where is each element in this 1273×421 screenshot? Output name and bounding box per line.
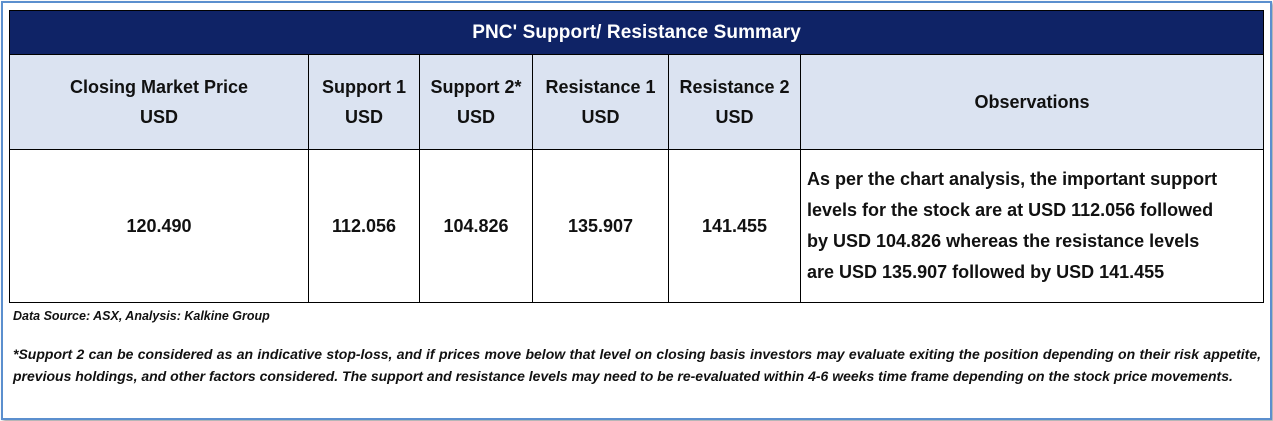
header-closing-price: Closing Market Price USD xyxy=(9,54,309,150)
support-resistance-table: PNC' Support/ Resistance Summary Closing… xyxy=(8,10,1265,303)
header-unit: USD xyxy=(344,107,383,127)
header-unit: USD xyxy=(456,107,495,127)
disclaimer-note: *Support 2 can be considered as an indic… xyxy=(13,346,1261,384)
header-line: Support 1 xyxy=(322,77,406,97)
header-line: Closing Market Price xyxy=(69,77,249,97)
observation-line: levels for the stock are at USD 112.056 … xyxy=(807,200,1214,220)
header-support-1: Support 1 USD xyxy=(308,54,420,150)
data-source-note: Data Source: ASX, Analysis: Kalkine Grou… xyxy=(13,309,270,323)
cell-resistance-1: 135.907 xyxy=(532,149,669,303)
header-resistance-2: Resistance 2 USD xyxy=(668,54,801,150)
header-line: Resistance 2 xyxy=(679,77,790,97)
header-line: Support 2* xyxy=(430,77,522,97)
observation-line: are USD 135.907 followed by USD 141.455 xyxy=(807,262,1165,282)
observation-line: by USD 104.826 whereas the resistance le… xyxy=(807,231,1200,251)
header-resistance-1: Resistance 1 USD xyxy=(532,54,669,150)
table-row: 120.490 112.056 104.826 135.907 141.455 … xyxy=(9,149,1265,303)
cell-observations: As per the chart analysis, the important… xyxy=(799,149,1265,303)
header-unit: USD xyxy=(715,107,754,127)
header-line: Resistance 1 xyxy=(545,77,656,97)
cell-resistance-2: 141.455 xyxy=(668,149,801,303)
observation-line: As per the chart analysis, the important… xyxy=(807,169,1218,189)
table-title: PNC' Support/ Resistance Summary xyxy=(8,10,1265,55)
header-support-2: Support 2* USD xyxy=(419,54,533,150)
header-observations: Observations xyxy=(799,54,1265,150)
cell-support-1: 112.056 xyxy=(308,149,420,303)
header-line: Observations xyxy=(974,92,1090,112)
header-unit: USD xyxy=(139,107,178,127)
cell-support-2: 104.826 xyxy=(419,149,533,303)
cell-closing-price: 120.490 xyxy=(9,149,309,303)
header-unit: USD xyxy=(581,107,620,127)
